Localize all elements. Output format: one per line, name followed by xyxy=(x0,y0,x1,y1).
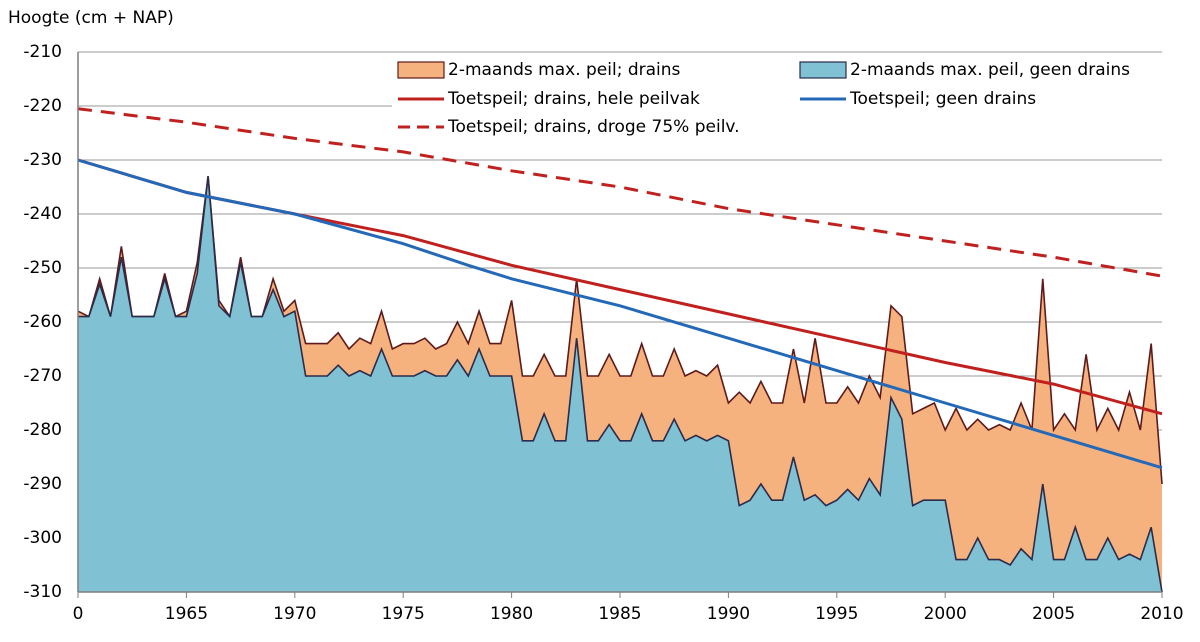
line xyxy=(77,158,1163,470)
y-tick-label: -240 xyxy=(23,204,62,224)
x-tick-label: 2005 xyxy=(1032,604,1075,624)
y-tick-label: -260 xyxy=(23,312,62,332)
y-tick-label: -270 xyxy=(23,366,62,386)
legend-label: 2-maands max. peil; drains xyxy=(448,60,681,80)
y-tick-label: -250 xyxy=(23,258,62,278)
y-tick-label: -290 xyxy=(23,474,62,494)
x-tick-label: 1985 xyxy=(598,604,641,624)
x-tick-label: 0 xyxy=(73,604,84,624)
legend-swatch xyxy=(397,61,445,79)
x-tick-label: 2000 xyxy=(924,604,967,624)
x-tick-label: 1990 xyxy=(707,604,750,624)
y-axis-title: Hoogte (cm + NAP) xyxy=(8,8,174,28)
area-edge xyxy=(78,176,1163,593)
legend-label: 2-maands max. peil, geen drains xyxy=(850,60,1130,80)
y-tick-label: -220 xyxy=(23,96,62,116)
y-tick-label: -300 xyxy=(23,528,62,548)
x-tick-label: 2010 xyxy=(1140,604,1183,624)
y-tick-label: -280 xyxy=(23,420,62,440)
legend-label: Toetspeil; drains, hele peilvak xyxy=(447,89,700,109)
y-tick-label: -310 xyxy=(23,582,62,602)
legend-label: Toetspeil; drains, droge 75% peilv. xyxy=(447,117,740,137)
legend-label: Toetspeil; geen drains xyxy=(849,89,1036,109)
x-tick-label: 1980 xyxy=(490,604,533,624)
x-tick-label: 1965 xyxy=(165,604,208,624)
x-tick-label: 1995 xyxy=(815,604,858,624)
legend-box xyxy=(392,56,1162,142)
x-tick-label: 1970 xyxy=(273,604,316,624)
legend-swatch xyxy=(799,61,847,79)
y-tick-label: -230 xyxy=(23,150,62,170)
y-tick-label: -210 xyxy=(23,42,62,62)
x-tick-label: 1975 xyxy=(382,604,425,624)
area-fill xyxy=(78,176,1162,592)
